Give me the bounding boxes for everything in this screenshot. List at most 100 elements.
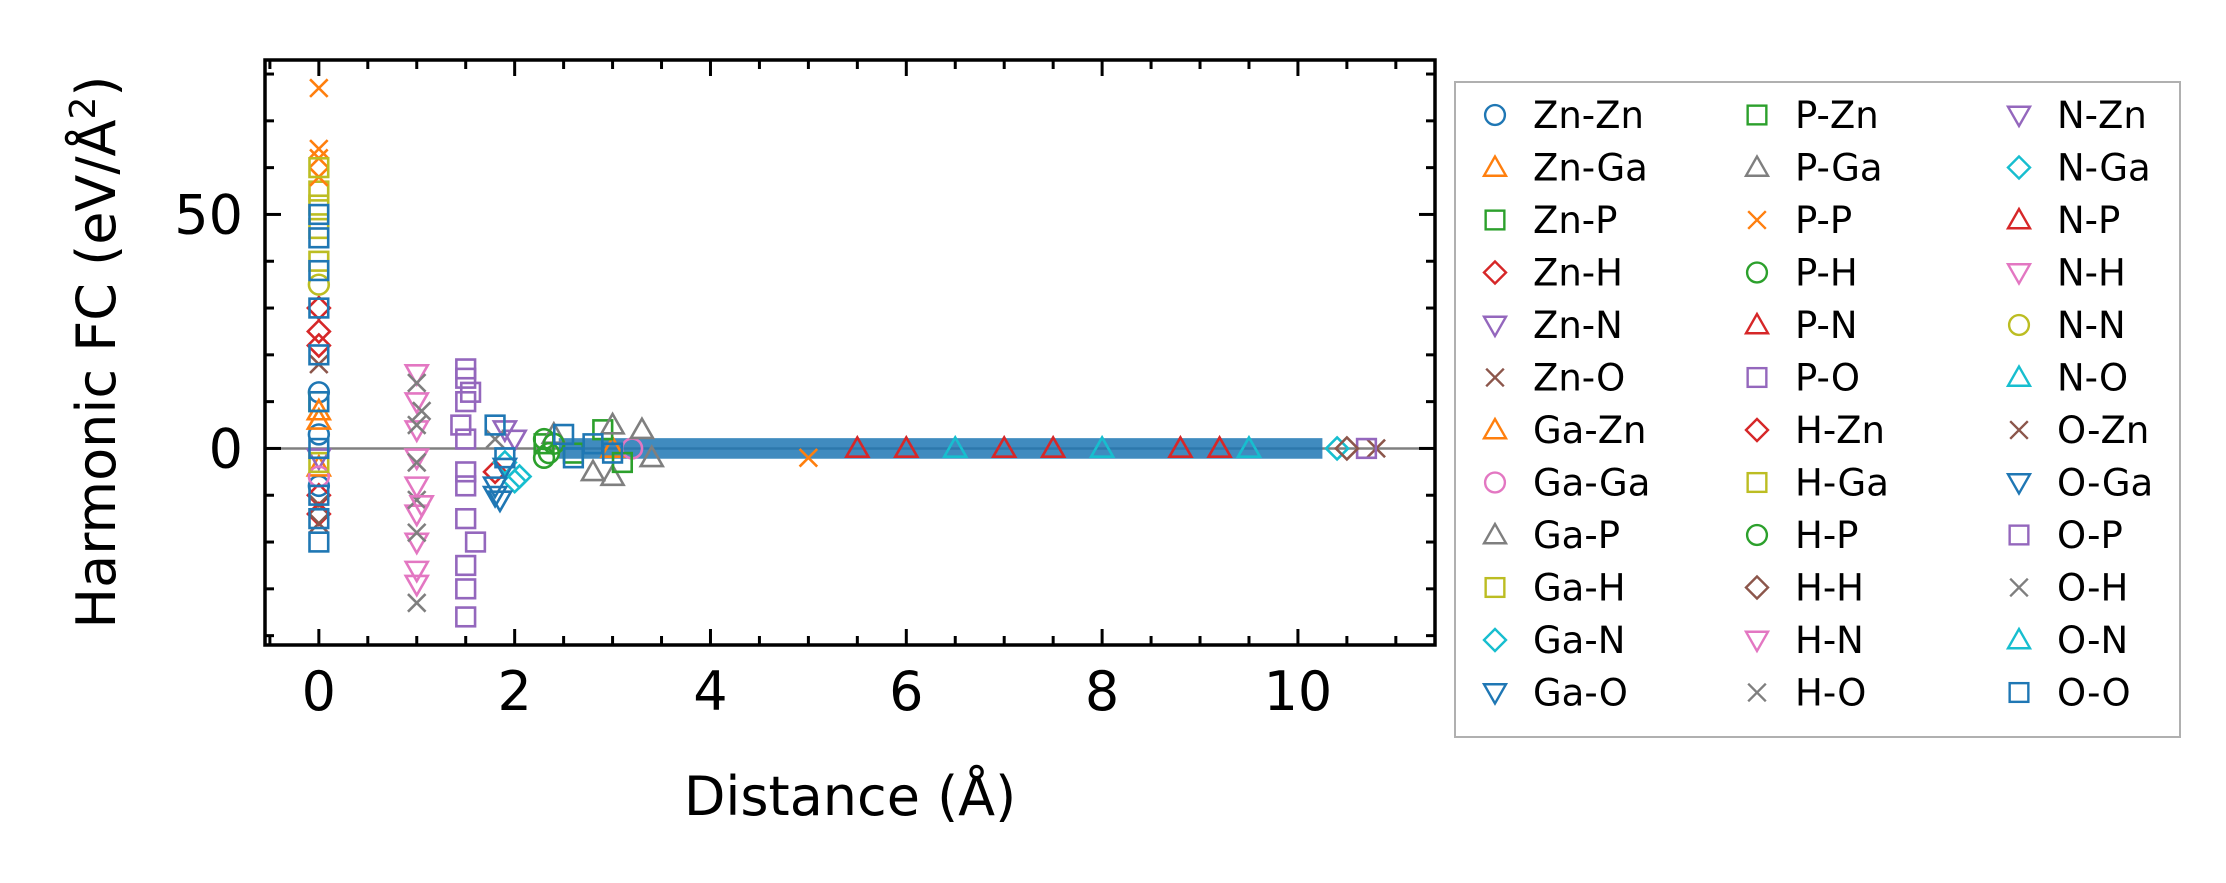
legend-label: P-N [1795,304,1858,347]
legend-marker [1481,416,1509,440]
data-point [407,593,427,613]
data-point [309,78,329,98]
legend-label: Zn-Ga [1533,147,1648,190]
legend-label: Ga-P [1533,514,1620,557]
x-axis-label: Distance (Å) [684,764,1016,828]
y-axis-label-main: Harmonic FC (eV/Å [64,119,128,628]
legend-label: Ga-Ga [1533,462,1650,505]
data-point [599,411,626,435]
legend-item: H-P [1745,514,1859,557]
series-n-p [844,434,1233,458]
legend-marker [1481,683,1509,706]
legend-marker [2005,206,2033,230]
data-point [1235,434,1263,458]
x-tick-label: 2 [497,660,531,723]
data-point [309,139,329,159]
legend-label: Zn-Zn [1533,94,1644,137]
legend-item: Ga-Ga [1483,462,1650,505]
legend-item: N-Zn [2005,94,2147,137]
legend-label: H-Ga [1795,462,1889,505]
legend-label: N-H [2057,252,2126,295]
data-point [403,532,430,556]
data-point [506,463,533,490]
legend-items: Zn-Zn Zn-Ga Zn-P Zn-H Zn-N Zn-O Ga-Zn Ga-Ga Ga-P… [1481,94,2153,715]
data-point [455,428,477,450]
data-point [481,485,509,509]
legend-item: O-O [2008,672,2131,715]
x-tick-label: 4 [693,660,727,723]
y-axis-label: Harmonic FC (eV/Å2) [63,76,128,629]
data-point [308,297,330,319]
data-point [407,373,427,393]
legend-marker [2005,263,2033,286]
data-point [306,318,332,345]
data-point [305,448,333,472]
legend-label: N-P [2057,199,2120,242]
series-n-n [307,273,331,296]
legend-item: P-H [1745,252,1858,295]
data-point [455,578,477,600]
data-point [494,447,516,469]
data-point [455,461,477,483]
x-tick-label: 0 [302,660,336,723]
series-n-h [408,495,435,519]
legend-label: O-Zn [2057,409,2149,452]
data-point [1167,434,1194,458]
legend-marker [1747,210,1767,230]
data-point [308,344,330,366]
legend-label: N-N [2057,304,2126,347]
legend-marker [1484,576,1506,599]
legend-marker [1483,471,1507,494]
data-point [307,423,331,446]
legend-marker [1482,627,1508,653]
legend-item: O-Ga [2005,462,2153,505]
plot-frame [263,58,1437,647]
legend-marker [1744,417,1770,443]
series-zn-n [305,429,528,472]
legend-label: H-N [1795,619,1864,662]
data-point [403,448,430,472]
x-tick-label: 8 [1085,660,1119,723]
legend-label: N-Zn [2057,94,2147,137]
data-point [990,434,1018,458]
legend-item: Zn-Ga [1481,147,1648,190]
series-zn-p [308,390,585,464]
legend-marker [1746,104,1768,126]
legend-marker [1746,471,1768,494]
legend-item: Zn-N [1481,304,1623,347]
legend-label: O-O [2057,672,2131,715]
legend-label: P-H [1795,252,1858,295]
series-h-h [1334,435,1360,462]
legend-item: Ga-Zn [1481,409,1647,452]
legend-label: Zn-P [1533,199,1617,242]
dense-oo-band [558,438,1323,459]
legend-label: H-Zn [1795,409,1885,452]
legend-marker [2005,473,2033,496]
series-o-ga [481,485,509,509]
data-point [601,442,624,464]
legend-marker [1746,366,1768,389]
data-point [308,507,330,530]
legend-item: Zn-H [1482,252,1623,295]
data-point [306,332,332,359]
legend-label: Ga-Zn [1533,409,1647,452]
data-point [1088,434,1116,458]
legend-item: N-Ga [2006,147,2151,190]
data-point [307,273,331,296]
legend-item: Zn-Zn [1483,94,1644,137]
legend: Zn-Zn Zn-Ga Zn-P Zn-H Zn-N Zn-O Ga-Zn Ga-Ga Ga-P… [1454,81,2181,738]
series-n-o [1088,434,1263,458]
legend-item: Ga-N [1482,619,1625,662]
legend-label: Ga-O [1533,672,1628,715]
legend-label: Zn-H [1533,252,1623,295]
series-o-n [942,434,969,458]
legend-item: N-P [2005,199,2120,242]
y-tick-label: 50 [174,183,243,246]
legend-marker [1481,315,1509,339]
data-point [305,453,333,477]
series-o-p [455,367,477,483]
data-point [562,447,585,469]
series-h-o [407,373,505,613]
series-n-ga [506,463,533,490]
